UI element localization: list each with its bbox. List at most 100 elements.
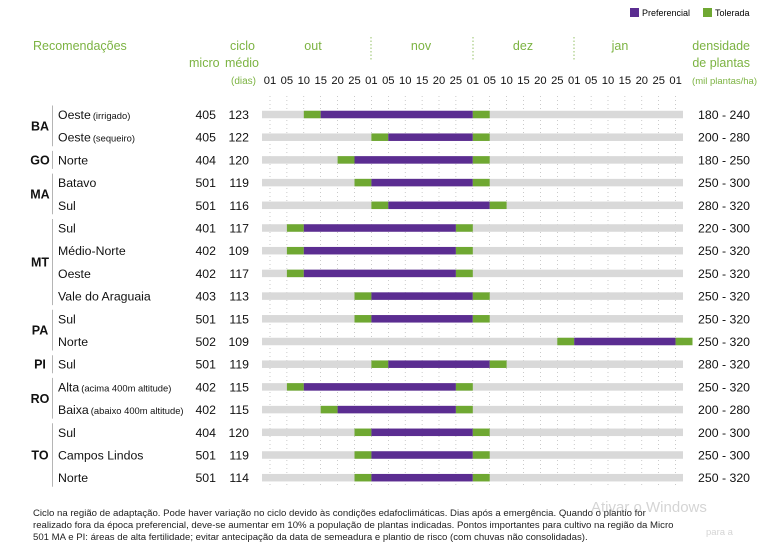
row-region-name: Batavo <box>58 176 96 190</box>
day-tick-label: 10 <box>298 75 310 87</box>
row-ciclo: 117 <box>229 222 249 236</box>
bar-tolerada-start <box>286 246 304 255</box>
row-ciclo: 116 <box>229 199 249 213</box>
row-region-name: Sul <box>58 426 76 440</box>
table-row: Sul 501 115 250 - 320 <box>58 312 750 326</box>
day-tick-label: 20 <box>636 75 648 87</box>
bar-preferencial <box>371 315 473 323</box>
row-region-name: Sul <box>58 199 76 213</box>
day-ticks: 01 05 10 15 20 25 01 05 10 15 20 25 01 05 10 15 20 25 01 05… <box>264 75 682 87</box>
row-region-label: Norte <box>58 153 88 167</box>
day-tick-label: 25 <box>652 75 664 87</box>
row-micro: 501 <box>195 358 216 372</box>
row-densidade: 250 - 320 <box>698 290 750 304</box>
state-label-pa: PA <box>32 324 48 338</box>
row-densidade: 250 - 320 <box>698 335 750 349</box>
bar-tolerada-start <box>286 269 304 278</box>
row-micro: 401 <box>195 222 216 236</box>
row-region-label: Alta (acima 400m altitude) <box>58 380 171 394</box>
row-region-name: Baixa <box>58 403 89 417</box>
day-tick-label: 25 <box>551 75 563 87</box>
footnote: Ciclo na região de adaptação. Pode haver… <box>33 508 773 544</box>
table-header: Recomendações ciclo micro médio (dias) d… <box>33 39 757 87</box>
day-tick-label: 15 <box>619 75 631 87</box>
bar-tolerada-start <box>354 451 372 459</box>
row-region-label: Batavo <box>58 176 96 190</box>
row-densidade: 280 - 320 <box>698 199 750 213</box>
bar-tolerada-start <box>354 292 372 300</box>
row-micro: 502 <box>195 335 216 349</box>
gridlines <box>269 96 676 486</box>
legend-tolerada-swatch <box>703 8 712 17</box>
bar-preferencial <box>574 337 676 346</box>
row-micro: 405 <box>195 131 216 145</box>
row-region-name: Oeste <box>58 131 91 145</box>
row-ciclo: 115 <box>229 312 249 326</box>
row-region-note: (irrigado) <box>93 110 131 121</box>
row-region-name: Norte <box>58 153 88 167</box>
table-row: Oeste (irrigado) 405 123 180 - 240 <box>58 108 750 122</box>
bar-tolerada-end <box>472 451 490 459</box>
row-region-label: Baixa (abaixo 400m altitude) <box>58 403 184 417</box>
row-region-name: Alta <box>58 380 79 394</box>
bar-tolerada-end <box>472 428 490 437</box>
bar-preferencial <box>388 360 490 368</box>
row-region-name: Oeste <box>58 267 91 281</box>
row-densidade: 250 - 300 <box>698 449 750 463</box>
bar-tolerada-start <box>286 224 304 232</box>
bar-preferencial <box>320 110 473 119</box>
bar-tolerada-end <box>472 315 490 323</box>
bar-tolerada-start <box>371 201 389 210</box>
bar-tolerada-start <box>354 178 372 187</box>
row-ciclo: 122 <box>228 131 249 145</box>
bar-tolerada-end <box>455 246 473 255</box>
row-densidade: 200 - 280 <box>698 403 750 417</box>
table-row: Médio-Norte 402 109 250 - 320 <box>58 244 750 258</box>
legend: Preferencial Tolerada <box>630 8 750 18</box>
row-densidade: 180 - 250 <box>698 153 750 167</box>
header-micro: micro <box>189 56 220 70</box>
month-label-dez: dez <box>513 39 533 53</box>
row-region-note: (sequeiro) <box>93 133 135 144</box>
day-tick-label: 20 <box>331 75 343 87</box>
header-ciclo: ciclo <box>230 39 255 53</box>
day-tick-label: 01 <box>365 75 377 87</box>
bar-preferencial <box>371 178 473 187</box>
table-row: Sul 401 117 220 - 300 <box>58 222 750 236</box>
row-densidade: 250 - 320 <box>698 267 750 281</box>
day-tick-label: 05 <box>585 75 597 87</box>
row-densidade: 220 - 300 <box>698 222 750 236</box>
bar-tolerada-start <box>354 473 372 482</box>
state-label-to: TO <box>31 449 48 463</box>
row-ciclo: 115 <box>229 380 249 394</box>
row-region-label: Oeste <box>58 267 91 281</box>
row-region-name: Norte <box>58 335 88 349</box>
row-region-name: Campos Lindos <box>58 449 143 463</box>
bar-preferencial <box>337 405 456 414</box>
month-label-nov: nov <box>411 39 432 53</box>
row-micro: 402 <box>195 380 216 394</box>
bar-preferencial <box>371 428 473 437</box>
row-region-name: Vale do Araguaia <box>58 290 151 304</box>
row-densidade: 280 - 320 <box>698 358 750 372</box>
row-ciclo: 119 <box>229 358 249 372</box>
row-region-name: Sul <box>58 312 76 326</box>
windows-activation-watermark: Ativar o Windows <box>591 499 707 516</box>
row-densidade: 250 - 320 <box>698 244 750 258</box>
row-region-label: Oeste (irrigado) <box>58 108 130 122</box>
day-tick-label: 15 <box>517 75 529 87</box>
bar-tolerada-end <box>472 178 490 187</box>
row-ciclo: 109 <box>228 244 249 258</box>
day-tick-label: 10 <box>500 75 512 87</box>
bar-preferencial <box>303 269 456 278</box>
state-label-go: GO <box>30 153 50 167</box>
footnote-line-2: realizado fora da época preferencial, de… <box>33 520 674 531</box>
day-tick-label: 10 <box>602 75 614 87</box>
table-row: Baixa (abaixo 400m altitude) 402 115 200 - 2… <box>58 403 750 417</box>
state-label-pi: PI <box>34 358 46 372</box>
header-de-plantas: de plantas <box>692 56 750 70</box>
table-row: Oeste (sequeiro) 405 122 200 - 280 <box>58 131 750 145</box>
bar-preferencial <box>371 451 473 459</box>
bar-preferencial <box>303 246 456 255</box>
